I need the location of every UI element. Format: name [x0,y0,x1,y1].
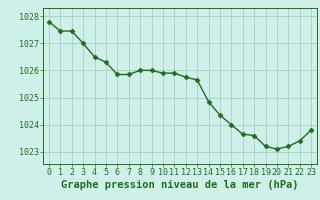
X-axis label: Graphe pression niveau de la mer (hPa): Graphe pression niveau de la mer (hPa) [61,180,299,190]
